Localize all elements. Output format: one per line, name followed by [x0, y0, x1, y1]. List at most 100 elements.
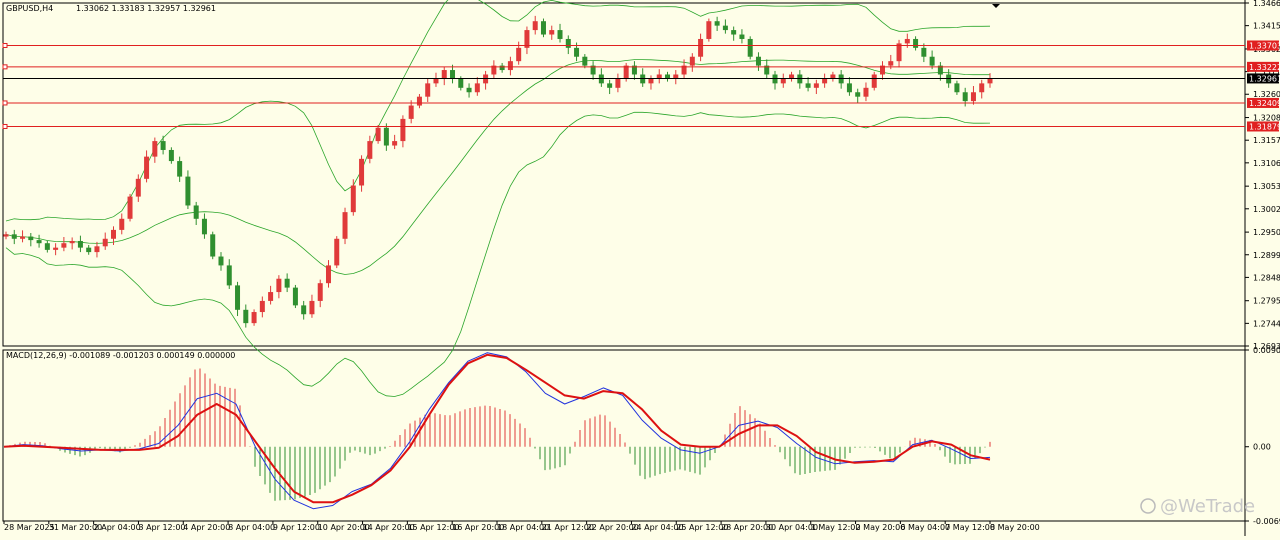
candle-body: [102, 238, 108, 247]
candle-body: [846, 83, 852, 93]
candle-body: [706, 21, 712, 39]
candle-body: [28, 236, 34, 241]
price-tick-label: 1.26935: [1253, 342, 1280, 351]
candle-body: [193, 205, 199, 219]
candle-body: [127, 196, 133, 219]
candle-body: [342, 212, 348, 239]
macd-tick-label: 0.00: [1253, 443, 1271, 452]
candle-body: [656, 74, 662, 79]
candle-body: [970, 92, 976, 102]
bollinger-upper: [5, 0, 991, 222]
time-tick-label: 1 May 12:00: [811, 523, 861, 532]
candle-body: [673, 74, 679, 79]
candle-body: [722, 25, 728, 31]
level-price-label: 1.31879: [1249, 122, 1280, 131]
time-tick-label: 16 Apr 20:00: [452, 523, 504, 532]
candle-body: [962, 92, 968, 102]
candle-body: [574, 47, 580, 57]
candle-body: [359, 158, 365, 186]
level-price-tag: [1247, 61, 1279, 72]
candle-body: [789, 74, 795, 79]
candle-body: [540, 21, 546, 35]
candle-body: [69, 240, 75, 244]
time-tick-label: 30 Apr 04:00: [766, 523, 818, 532]
candle-body: [334, 238, 340, 266]
time-tick-label: 14 Apr 20:00: [363, 523, 415, 532]
candle-body: [433, 78, 439, 84]
price-tick-label: 1.27445: [1253, 319, 1280, 328]
candle-body: [284, 278, 290, 288]
candle-body: [913, 38, 919, 48]
candle-body: [400, 118, 406, 142]
candle-body: [135, 178, 141, 197]
candle-body: [689, 56, 695, 66]
level-anchor-handle: [2, 100, 8, 106]
candle-body: [325, 265, 331, 284]
time-tick-label: 2 Apr 04:00: [94, 523, 141, 532]
candle-body: [871, 74, 877, 88]
level-anchor-handle: [2, 64, 8, 70]
candle-body: [491, 65, 497, 75]
candle-body: [160, 141, 166, 150]
bollinger-lower: [5, 111, 991, 397]
macd-line: [3, 352, 991, 510]
symbol-label: GBPUSD,H4: [6, 4, 53, 13]
price-tick-label: 1.32080: [1253, 114, 1280, 123]
candle-body: [235, 285, 241, 310]
candle-body: [987, 78, 993, 84]
candle-body: [375, 127, 381, 142]
level-price-label: 1.33222: [1249, 63, 1280, 72]
time-tick-label: 18 Apr 04:00: [497, 523, 549, 532]
time-tick-label: 21 Apr 12:00: [542, 523, 594, 532]
price-tick-label: 1.32605: [1253, 90, 1280, 99]
shift-marker-icon: [992, 4, 1000, 8]
bollinger-middle: [5, 59, 990, 275]
candle-body: [450, 70, 456, 79]
candle-body: [152, 141, 158, 157]
candle-body: [20, 236, 26, 239]
candle-body: [218, 256, 224, 266]
candle-body: [830, 74, 836, 79]
candle-body: [780, 78, 786, 84]
signal-line: [3, 353, 991, 504]
price-tick-label: 1.27955: [1253, 297, 1280, 306]
level-price-label: 1.33703: [1249, 41, 1280, 50]
candle-body: [168, 149, 174, 162]
macd-tick-label: -0.006946: [1253, 517, 1280, 526]
candle-body: [557, 30, 563, 39]
candle-body: [458, 78, 464, 88]
time-tick-label: 15 Apr 12:00: [407, 523, 459, 532]
candle-body: [11, 234, 17, 239]
price-tick-label: 1.29500: [1253, 228, 1280, 237]
candle-body: [309, 300, 315, 315]
candle-body: [747, 38, 753, 57]
time-tick-label: 3 Apr 12:00: [138, 523, 185, 532]
time-tick-label: 31 Mar 20:00: [49, 523, 102, 532]
candle-body: [474, 83, 480, 93]
time-tick-label: 28 Mar 2025: [4, 523, 55, 532]
current-price-label: 1.32961: [1249, 74, 1280, 83]
price-tick-label: 1.34150: [1253, 22, 1280, 31]
candle-body: [764, 65, 770, 75]
candle-body: [954, 83, 960, 93]
candle-body: [466, 87, 472, 93]
ohlc-readout: 1.33062 1.33183 1.32957 1.32961: [76, 4, 216, 13]
candle-body: [714, 21, 720, 26]
price-tick-label: 1.30025: [1253, 205, 1280, 214]
candle-body: [86, 247, 92, 253]
time-tick-label: 7 May 12:00: [945, 523, 995, 532]
candle-body: [681, 65, 687, 75]
watermark-logo: @WeTrade: [1140, 496, 1255, 517]
candle-body: [507, 61, 513, 71]
candle-body: [929, 56, 935, 66]
candle-body: [110, 229, 116, 239]
candle-body: [441, 70, 447, 79]
candle-body: [317, 283, 323, 301]
candle-body: [350, 185, 356, 213]
time-tick-label: 25 Apr 12:00: [676, 523, 728, 532]
candle-body: [226, 265, 232, 286]
candle-body: [565, 38, 571, 48]
candle-body: [979, 83, 985, 93]
